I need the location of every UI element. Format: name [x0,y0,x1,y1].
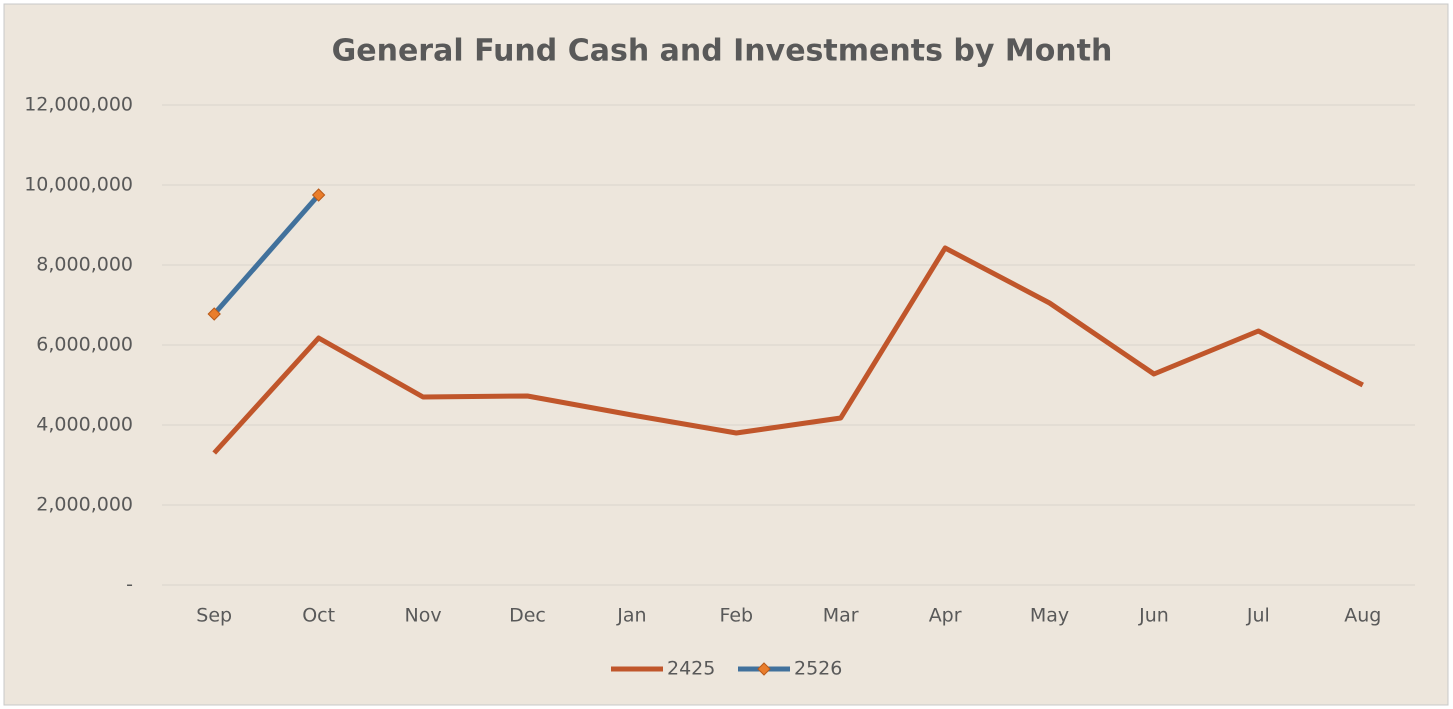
series-line [212,193,321,316]
y-tick-label: - [126,574,133,596]
x-tick-label: Apr [929,605,962,627]
y-tick-label: 8,000,000 [36,254,133,276]
y-tick-label: 10,000,000 [24,174,133,196]
x-tick-label: Mar [823,605,859,627]
y-tick-label: 2,000,000 [36,494,133,516]
x-tick-label: Dec [509,605,546,627]
legend-label: 2425 [667,658,715,680]
x-tick-label: Oct [302,605,335,627]
y-tick-label: 4,000,000 [36,414,133,436]
x-tick-label: May [1030,605,1069,627]
legend-marker [757,662,771,676]
x-tick-label: Aug [1344,605,1381,627]
x-tick-label: Jan [616,605,646,627]
data-marker [207,307,221,321]
x-tick-label: Feb [719,605,753,627]
series-line [212,245,1364,455]
y-tick-label: 12,000,000 [24,94,133,116]
y-tick-label: 6,000,000 [36,334,133,356]
x-tick-label: Jun [1138,605,1169,627]
legend-label: 2526 [794,658,842,680]
chart-background [3,3,1449,706]
x-tick-label: Nov [404,605,441,627]
data-marker [311,188,326,202]
x-tick-label: Jul [1246,605,1270,627]
chart-title: General Fund Cash and Investments by Mon… [332,34,1113,69]
x-tick-label: Sep [196,605,232,627]
